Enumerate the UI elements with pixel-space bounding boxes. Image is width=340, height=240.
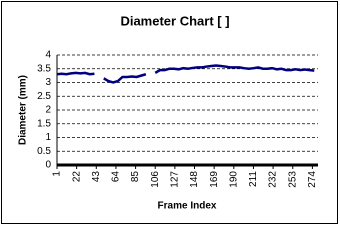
x-tick-label: 190 (228, 171, 239, 188)
y-tick-label: 1.5 (37, 118, 51, 129)
y-tick-label: 0 (45, 160, 51, 171)
x-tick-label: 106 (150, 171, 161, 188)
x-tick-label: 232 (268, 171, 279, 188)
y-tick-label: 3.5 (37, 63, 51, 74)
x-tick-label: 148 (189, 171, 200, 188)
x-tick-label: 85 (130, 171, 141, 183)
x-tick-label: 1 (52, 171, 63, 177)
x-tick-label: 43 (91, 171, 102, 183)
chart-title: Diameter Chart [ ] (120, 13, 229, 28)
y-tick-label: 2.5 (37, 91, 51, 102)
y-tick-label: 3 (45, 77, 51, 88)
page: Diameter Chart [ ] Diameter (mm) Frame I… (0, 0, 340, 226)
x-tick-label: 169 (209, 171, 220, 188)
x-axis-title: Frame Index (158, 201, 217, 212)
x-tick-label: 211 (248, 171, 259, 187)
x-tick-label: 64 (111, 171, 122, 183)
chart-border (1, 1, 338, 224)
x-tick-label: 22 (71, 171, 82, 183)
x-tick-label: 127 (170, 171, 181, 188)
y-tick-label: 1 (45, 132, 51, 143)
data-line (56, 64, 315, 84)
y-tick-label: 4 (45, 50, 51, 61)
y-tick-label: 0.5 (37, 146, 51, 157)
x-tick-label: 274 (307, 171, 318, 188)
y-tick-label: 2 (45, 105, 51, 116)
chart: Diameter Chart [ ] Diameter (mm) Frame I… (1, 1, 338, 224)
x-tick-label: 253 (287, 171, 298, 188)
y-axis-title: Diameter (mm) (18, 75, 29, 145)
